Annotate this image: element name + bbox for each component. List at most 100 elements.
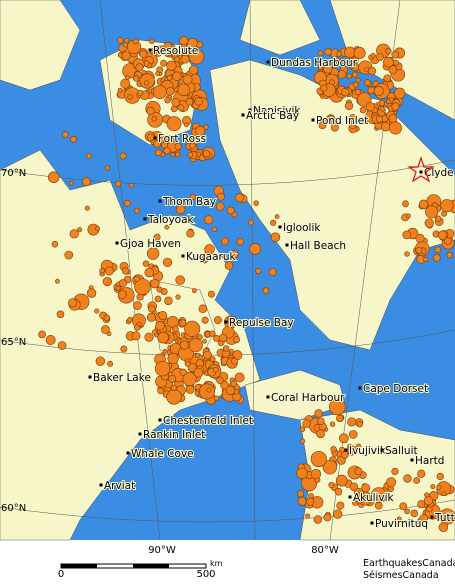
earthquake (324, 48, 332, 56)
earthquake (391, 102, 400, 111)
earthquake (57, 341, 67, 350)
earthquake (249, 243, 262, 255)
earthquake (255, 268, 262, 275)
place-marker (344, 448, 348, 452)
place-label: Resolute (153, 45, 198, 57)
earthquake (157, 331, 169, 344)
earthquake (389, 121, 402, 135)
place-label: Arviat (104, 480, 135, 492)
earthquake (86, 153, 92, 159)
earthquake (310, 450, 327, 468)
place-label: Baker Lake (93, 372, 151, 384)
earthquake (380, 121, 391, 132)
earthquake (69, 229, 79, 239)
lon-label: 80°W (311, 545, 339, 556)
earthquake (228, 348, 234, 354)
earthquake (154, 295, 162, 303)
earthquake (119, 152, 127, 160)
earthquake (226, 206, 235, 215)
earthquake (175, 294, 181, 300)
earthquake (392, 59, 399, 66)
place-label: Kugaaruk (186, 251, 237, 263)
earthquake (143, 80, 150, 86)
earthquake (179, 340, 189, 350)
earthquake (95, 356, 106, 366)
earthquake (158, 310, 168, 320)
earthquake (440, 199, 454, 213)
earthquake (297, 496, 307, 506)
earthquake (216, 376, 224, 385)
earthquake (129, 182, 134, 188)
earthquake (425, 205, 439, 219)
earthquake (270, 232, 281, 242)
earthquake (220, 380, 230, 390)
earthquake (185, 385, 195, 394)
earthquake (120, 345, 128, 353)
earthquake (341, 451, 349, 459)
earthquake (204, 244, 215, 255)
earthquake (225, 385, 236, 396)
earthquake (441, 210, 447, 217)
earthquake (180, 54, 190, 64)
earthquake (186, 229, 195, 238)
earthquake (306, 497, 315, 506)
earthquake (386, 477, 397, 488)
place-marker (348, 495, 352, 499)
earthquake (365, 102, 375, 112)
place-label: Nanisivik (253, 105, 301, 117)
place-marker (419, 170, 423, 174)
earthquake (106, 331, 112, 337)
earthquake (162, 348, 168, 354)
earthquake (163, 147, 171, 155)
earthquake (402, 200, 409, 208)
place-label: Coral Harbour (271, 392, 345, 404)
earthquake (164, 296, 173, 306)
earthquake (76, 227, 83, 233)
earthquake (410, 509, 418, 518)
earthquake (51, 240, 59, 248)
earthquake (268, 268, 277, 277)
land (0, 0, 455, 541)
earthquake (204, 215, 214, 225)
earthquake (434, 246, 442, 253)
place-marker (266, 395, 270, 399)
earthquake (155, 71, 160, 76)
earthquake (328, 114, 335, 122)
earthquake (127, 94, 133, 100)
lat-label: 65°N (1, 337, 26, 348)
earthquake (221, 237, 229, 246)
earthquake (168, 374, 177, 383)
place-marker (224, 320, 228, 324)
earthquake (175, 275, 185, 285)
scale-start: 0 (58, 569, 64, 580)
earthquake (115, 285, 121, 291)
earthquake (373, 85, 384, 97)
lat-label: 60°N (1, 503, 26, 514)
latitude-labels: 70°N 65°N 60°N (1, 168, 26, 514)
earthquake (341, 87, 350, 97)
earthquake (82, 177, 91, 187)
earthquake (133, 301, 142, 310)
earthquake (163, 135, 173, 144)
earthquake (142, 260, 150, 267)
earthquake (103, 314, 111, 322)
earthquake (194, 97, 203, 106)
place-label: Igloolik (283, 222, 321, 234)
earthquake (347, 60, 357, 69)
earthquake (399, 502, 408, 511)
place-marker (153, 136, 157, 140)
earthquake (300, 438, 306, 444)
earthquake (314, 409, 323, 418)
earthquake (330, 446, 337, 453)
earthquake (423, 496, 434, 506)
earthquake (202, 150, 211, 158)
earthquake (146, 247, 160, 260)
earthquake (391, 467, 399, 476)
earthquake (173, 56, 180, 63)
place-label: Fort Ross (158, 133, 206, 145)
earthquake (419, 514, 429, 523)
earthquake (402, 230, 412, 240)
earthquake (213, 334, 221, 342)
place-label: Hall Beach (290, 240, 346, 252)
